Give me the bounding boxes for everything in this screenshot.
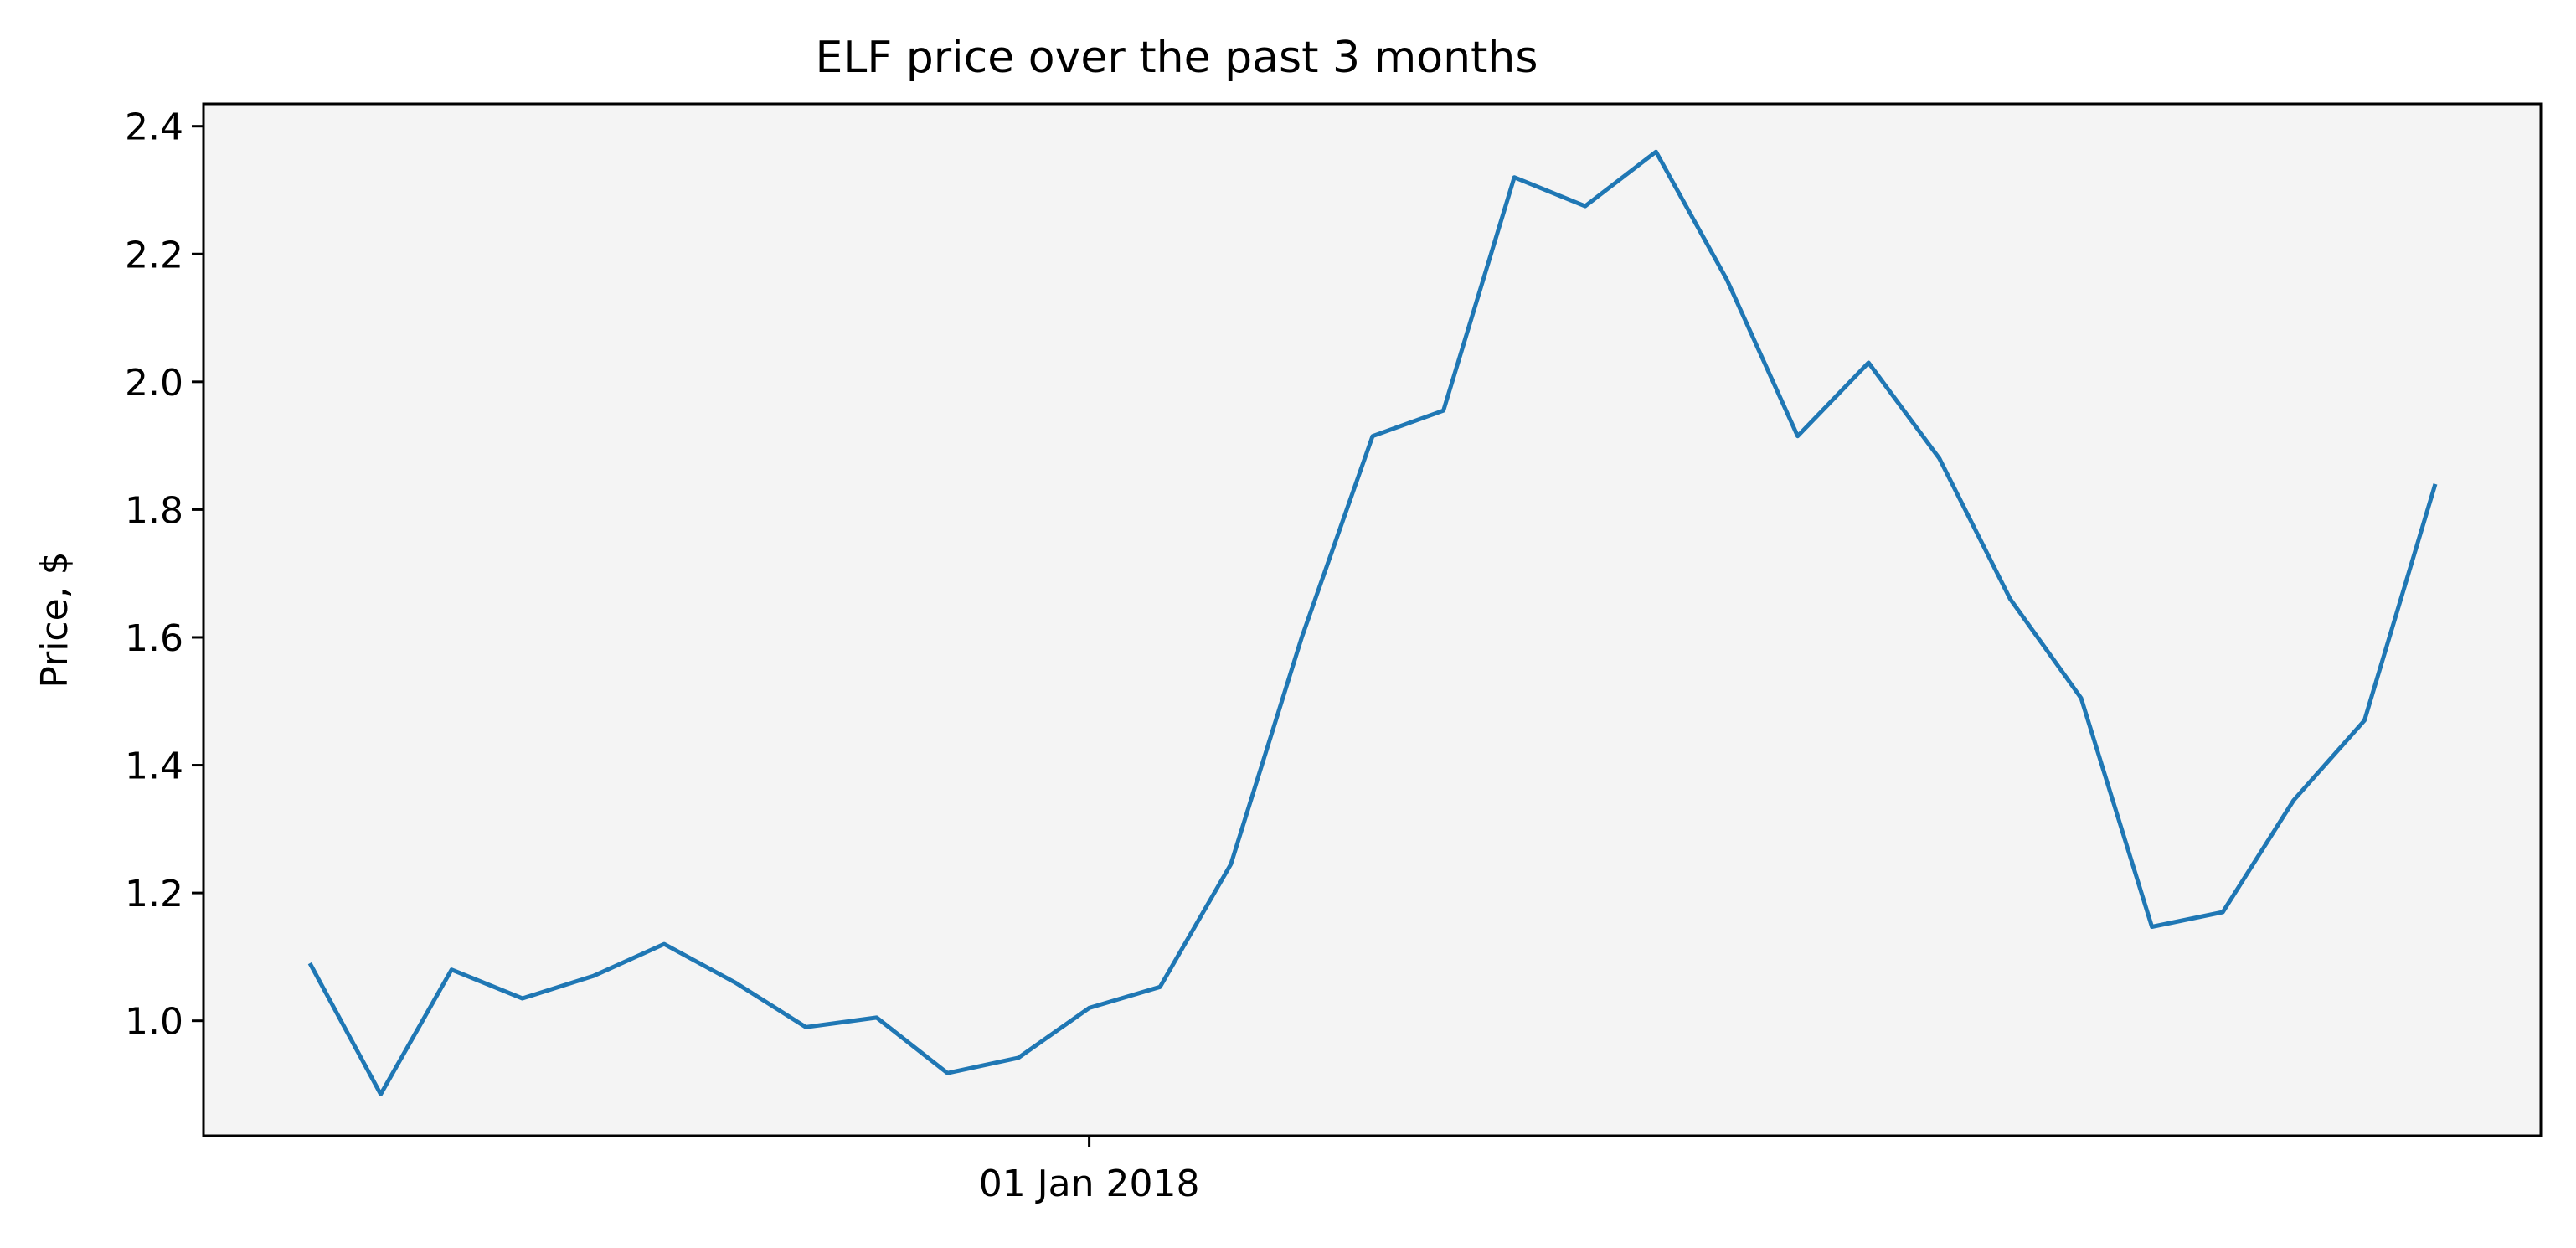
- plot-frame: [202, 102, 2543, 1137]
- y-tick-label: 1.8: [125, 489, 183, 532]
- plot-area: [204, 104, 2541, 1136]
- y-tick-label: 2.2: [125, 234, 183, 276]
- x-axis: 01 Jan 2018: [979, 1136, 1200, 1205]
- y-tick-label: 1.2: [125, 873, 183, 915]
- y-tick-label: 2.4: [125, 106, 183, 149]
- y-axis: 1.0 1.2 1.4 1.6 1.8 2.0 2.2 2.4: [125, 106, 204, 1044]
- y-tick-label: 1.4: [125, 745, 183, 788]
- y-tick-label: 2.0: [125, 362, 183, 405]
- y-tick-label: 1.0: [125, 1001, 183, 1044]
- x-tick-label: 01 Jan 2018: [979, 1163, 1200, 1205]
- chart-title: ELF price over the past 3 months: [816, 33, 1538, 83]
- price-series-line: [307, 149, 2438, 1096]
- y-tick-label: 1.6: [125, 617, 183, 660]
- y-axis-label: Price, $: [33, 551, 76, 688]
